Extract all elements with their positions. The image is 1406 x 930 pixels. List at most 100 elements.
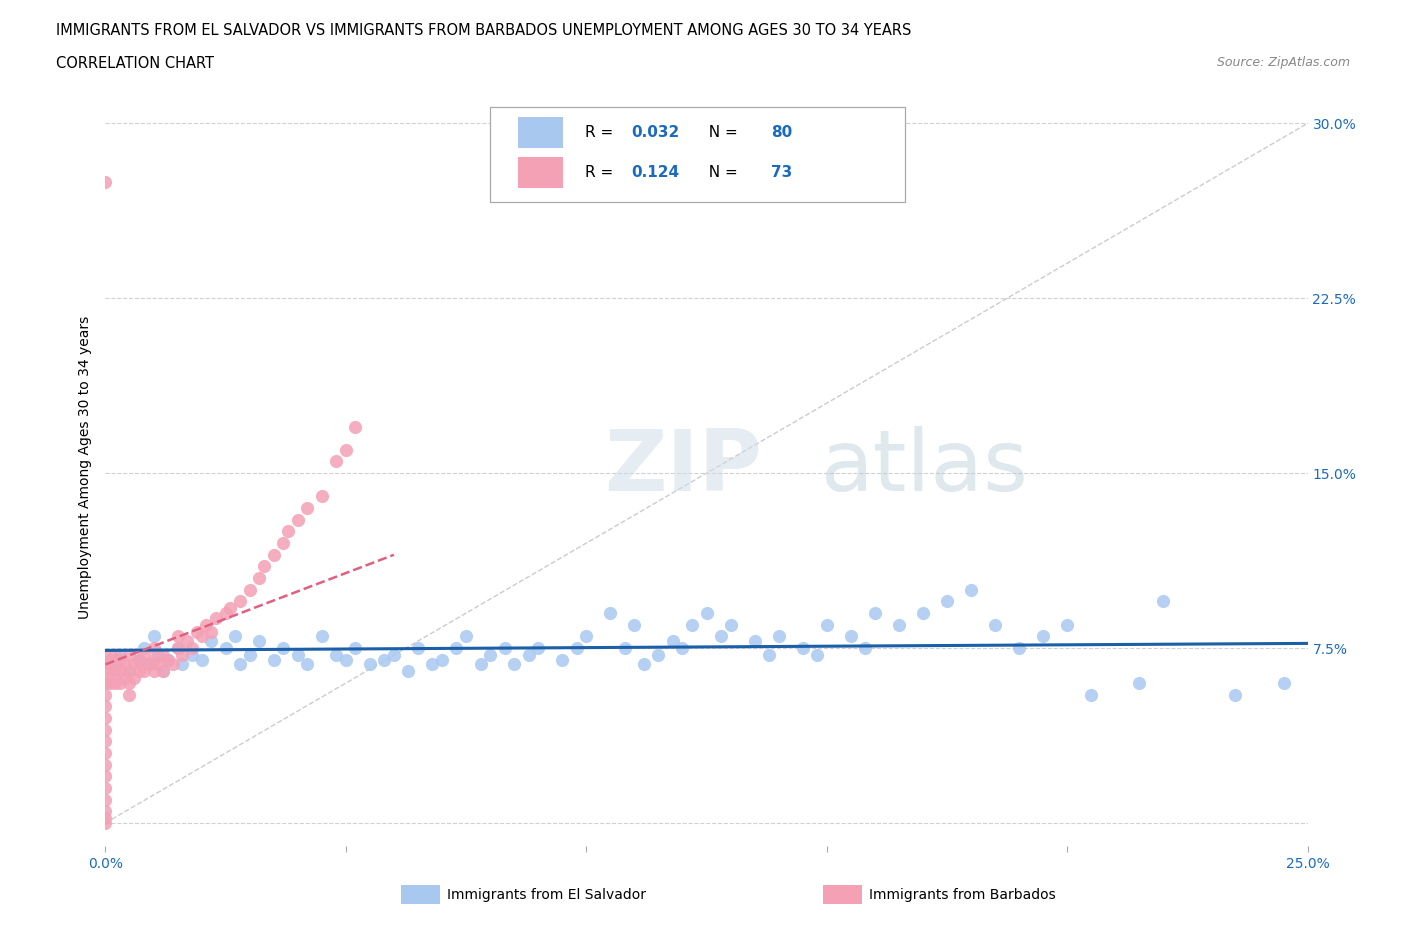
Point [863,605,886,620]
Point [94,792,117,807]
Point [98,675,121,690]
Point [960,582,983,597]
Point [373,652,395,667]
Point [104,647,127,662]
Point [94,780,117,795]
Point [166,641,188,656]
Text: N =: N = [699,166,742,180]
Text: 0.124: 0.124 [631,166,679,180]
Point [94,757,117,772]
Point [195,618,218,632]
Point [138,657,160,671]
Point [1008,641,1031,656]
FancyBboxPatch shape [517,157,564,188]
Point [94,687,117,702]
Point [382,647,405,662]
Point [1272,675,1295,690]
Point [132,664,155,679]
Point [325,454,347,469]
Point [114,671,136,685]
Point [118,664,141,679]
Point [446,641,468,656]
Point [152,664,174,679]
Point [470,657,492,671]
Point [148,657,170,671]
Point [181,641,204,656]
Text: R =: R = [585,166,619,180]
Point [344,641,367,656]
Point [575,629,598,644]
Point [359,657,381,671]
Point [239,582,262,597]
Point [114,657,136,671]
Point [406,641,429,656]
Point [98,664,121,679]
Point [527,641,550,656]
Point [936,594,959,609]
Point [94,734,117,749]
Point [108,652,131,667]
Point [190,629,212,644]
Point [94,769,117,784]
Point [214,641,236,656]
Text: Immigrants from El Salvador: Immigrants from El Salvador [447,887,647,902]
Point [396,664,419,679]
Point [94,174,117,189]
Point [325,647,347,662]
Point [190,652,212,667]
Point [172,657,194,671]
Point [142,652,165,667]
Point [273,536,295,551]
Text: R =: R = [585,125,619,140]
Point [94,675,117,690]
Point [128,652,150,667]
Text: atlas: atlas [821,426,1029,509]
Point [911,605,934,620]
Point [758,647,780,662]
Point [273,641,295,656]
Point [128,664,150,679]
Point [253,559,276,574]
Point [94,675,117,690]
Point [132,641,155,656]
Text: CORRELATION CHART: CORRELATION CHART [56,56,214,71]
Text: Immigrants from Barbados: Immigrants from Barbados [869,887,1056,902]
Point [152,647,174,662]
FancyBboxPatch shape [517,117,564,148]
Point [104,675,127,690]
Point [422,657,444,671]
Text: 0.032: 0.032 [631,125,679,140]
Point [142,641,165,656]
Point [239,647,262,662]
Y-axis label: Unemployment Among Ages 30 to 34 years: Unemployment Among Ages 30 to 34 years [79,315,93,619]
Text: IMMIGRANTS FROM EL SALVADOR VS IMMIGRANTS FROM BARBADOS UNEMPLOYMENT AMONG AGES : IMMIGRANTS FROM EL SALVADOR VS IMMIGRANT… [56,23,911,38]
Point [454,629,477,644]
Point [118,647,141,662]
Point [142,629,165,644]
Point [517,647,540,662]
Point [166,641,188,656]
Point [1032,629,1054,644]
Point [108,647,131,662]
Point [229,657,252,671]
Point [335,652,357,667]
Point [224,629,246,644]
Point [172,647,194,662]
Point [623,618,645,632]
Point [430,652,453,667]
Point [263,652,285,667]
Point [287,647,309,662]
Point [696,605,718,620]
Point [104,657,127,671]
Point [200,633,222,648]
Point [792,641,814,656]
Point [148,647,170,662]
Point [214,605,236,620]
Point [108,664,131,679]
Point [311,489,333,504]
Point [128,652,150,667]
Point [662,633,685,648]
Point [247,633,270,648]
Point [887,618,910,632]
Text: Source: ZipAtlas.com: Source: ZipAtlas.com [1216,56,1350,69]
